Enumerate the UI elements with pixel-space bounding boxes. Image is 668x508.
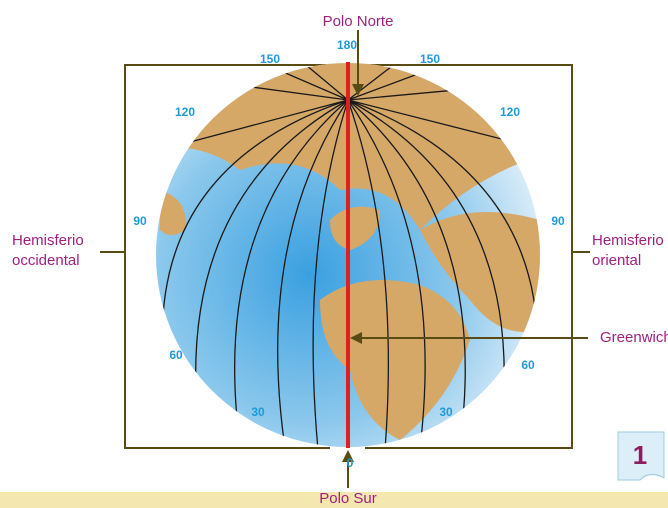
label: Hemisferio oriental xyxy=(592,232,664,269)
longitude: 180 xyxy=(337,38,357,52)
longitude: 60 xyxy=(169,348,183,362)
label-line: occidental xyxy=(12,252,80,269)
page-number: 1 xyxy=(633,440,647,470)
longitude-labels: 180 150 150 120 120 90 90 60 60 30 30 0 xyxy=(133,38,565,470)
longitude: 90 xyxy=(133,214,147,228)
longitude: 120 xyxy=(175,105,195,119)
longitude: 0 xyxy=(347,456,354,470)
label-line: oriental xyxy=(592,252,641,269)
page-badge: 1 xyxy=(617,431,665,481)
longitude: 30 xyxy=(251,405,265,419)
longitude: 90 xyxy=(551,214,565,228)
longitude: 150 xyxy=(420,52,440,66)
longitude: 60 xyxy=(521,358,535,372)
label: Polo Norte xyxy=(323,13,394,30)
longitude: 120 xyxy=(500,105,520,119)
label-line: Hemisferio xyxy=(592,232,664,249)
brackets xyxy=(100,64,590,449)
label: Hemisferio occidental xyxy=(12,232,84,269)
longitude: 150 xyxy=(260,52,280,66)
label-line: Hemisferio xyxy=(12,232,84,249)
longitude: 30 xyxy=(439,405,453,419)
label: Greenwich xyxy=(600,329,668,346)
pointers xyxy=(342,30,588,488)
globe xyxy=(156,62,540,448)
label: Polo Sur xyxy=(319,490,377,507)
ground-strip xyxy=(0,492,668,508)
